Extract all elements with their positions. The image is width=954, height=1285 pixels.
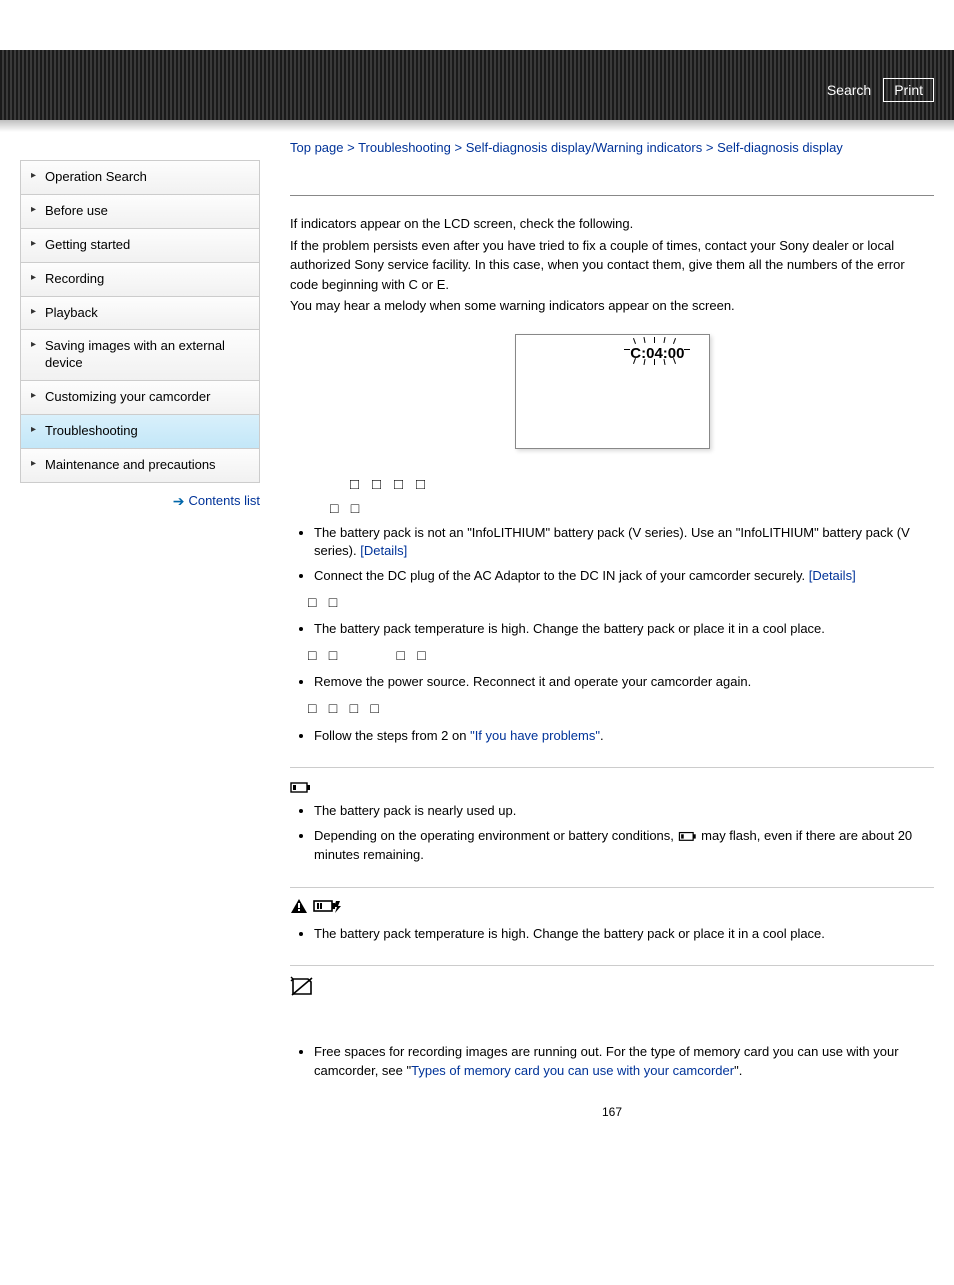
sidebar-item-before-use[interactable]: Before use <box>21 195 259 229</box>
section-rule <box>290 767 934 768</box>
memory-card-types-link[interactable]: Types of memory card you can use with yo… <box>411 1063 734 1078</box>
bullet-free-space-running-out: Free spaces for recording images are run… <box>314 1043 934 1081</box>
bullet-text: The battery pack temperature is high. Ch… <box>314 621 825 636</box>
bullet-infolithium: The battery pack is not an "InfoLITHIUM"… <box>314 524 934 562</box>
details-link[interactable]: [Details] <box>360 543 407 558</box>
sidebar-link[interactable]: Troubleshooting <box>21 415 259 448</box>
code-fragment: □ □ <box>396 649 427 665</box>
warn-temp-icon-heading <box>290 898 934 917</box>
bullet-text: Depending on the operating environment o… <box>314 828 678 843</box>
bullet-batt-nearly-used: The battery pack is nearly used up. <box>314 802 934 821</box>
code-head-line1: □ □ □ □ <box>290 477 934 494</box>
warning-triangle-icon <box>290 902 312 917</box>
breadcrumb-sep: > <box>706 140 717 155</box>
bullet-batt-temp-high-2: The battery pack temperature is high. Ch… <box>314 925 934 944</box>
code-sub-1: □ □ <box>290 502 934 518</box>
bullet-text: Remove the power source. Reconnect it an… <box>314 674 751 689</box>
lcd-diagram: C:04:00 <box>515 334 710 449</box>
if-you-have-problems-link[interactable]: "If you have problems" <box>470 728 600 743</box>
memory-card-icon-heading <box>290 976 934 999</box>
memory-card-warning-icon <box>290 984 314 999</box>
sidebar-link[interactable]: Before use <box>21 195 259 228</box>
main-content: Top page > Troubleshooting > Self-diagno… <box>290 140 934 1119</box>
intro-p1: If indicators appear on the LCD screen, … <box>290 214 934 234</box>
contents-list-wrap: ➔Contents list <box>20 493 260 510</box>
contents-list-link[interactable]: Contents list <box>188 493 260 508</box>
breadcrumb-self-diag[interactable]: Self-diagnosis display <box>717 140 843 155</box>
breadcrumb: Top page > Troubleshooting > Self-diagno… <box>290 140 934 155</box>
bullet-dc-plug: Connect the DC plug of the AC Adaptor to… <box>314 567 934 614</box>
battery-low-icon <box>678 830 698 842</box>
sidebar-item-getting-started[interactable]: Getting started <box>21 229 259 263</box>
battery-icon-heading <box>290 778 934 794</box>
sidebar-link[interactable]: Playback <box>21 297 259 330</box>
print-button[interactable]: Print <box>883 78 934 102</box>
battery-low-icon <box>290 780 312 794</box>
intro-p3: You may hear a melody when some warning … <box>290 296 934 316</box>
sidebar-nav: Operation Search Before use Getting star… <box>20 160 260 483</box>
section-c-codes: □ □ □ □ □ □ The battery pack is not an "… <box>290 477 934 746</box>
bullet-text: Follow the steps from 2 on <box>314 728 470 743</box>
sidebar-link[interactable]: Recording <box>21 263 259 296</box>
sidebar-item-operation-search[interactable]: Operation Search <box>21 161 259 195</box>
search-link[interactable]: Search <box>825 78 873 102</box>
bullet-follow-steps: Follow the steps from 2 on "If you have … <box>314 727 934 746</box>
intro-p2: If the problem persists even after you h… <box>290 236 934 295</box>
code-sub-2: □ □ <box>308 594 934 614</box>
page-number: 167 <box>290 1105 934 1119</box>
bullet-text: . <box>600 728 604 743</box>
bullet-batt-may-flash: Depending on the operating environment o… <box>314 827 934 865</box>
sidebar: Operation Search Before use Getting star… <box>20 160 260 510</box>
title-rule <box>290 195 934 196</box>
sidebar-item-troubleshooting[interactable]: Troubleshooting <box>21 415 259 449</box>
breadcrumb-top[interactable]: Top page <box>290 140 344 155</box>
breadcrumb-sep: > <box>454 140 465 155</box>
bullet-text: ". <box>734 1063 742 1078</box>
bullet-remove-power: Remove the power source. Reconnect it an… <box>314 673 934 720</box>
sidebar-item-recording[interactable]: Recording <box>21 263 259 297</box>
sidebar-item-maintenance[interactable]: Maintenance and precautions <box>21 449 259 483</box>
breadcrumb-troubleshooting[interactable]: Troubleshooting <box>358 140 451 155</box>
sidebar-item-playback[interactable]: Playback <box>21 297 259 331</box>
lcd-code: C:04:00 <box>630 345 684 362</box>
sidebar-link[interactable]: Saving images with an external device <box>21 330 259 380</box>
bullet-batt-temp-high: The battery pack temperature is high. Ch… <box>314 620 934 667</box>
code-sub-4: □ □ □ □ <box>308 700 934 720</box>
sidebar-item-customizing[interactable]: Customizing your camcorder <box>21 381 259 415</box>
bullet-text: Connect the DC plug of the AC Adaptor to… <box>314 568 809 583</box>
battery-temp-icon <box>313 902 341 917</box>
sidebar-item-saving-images[interactable]: Saving images with an external device <box>21 330 259 381</box>
sidebar-link[interactable]: Getting started <box>21 229 259 262</box>
sidebar-link[interactable]: Customizing your camcorder <box>21 381 259 414</box>
details-link[interactable]: [Details] <box>809 568 856 583</box>
top-banner: Search Print <box>0 50 954 120</box>
breadcrumb-self-diag-warn[interactable]: Self-diagnosis display/Warning indicator… <box>466 140 703 155</box>
sidebar-link[interactable]: Operation Search <box>21 161 259 194</box>
breadcrumb-sep: > <box>347 140 358 155</box>
intro-block: If indicators appear on the LCD screen, … <box>290 214 934 316</box>
arrow-right-icon: ➔ <box>173 493 185 509</box>
code-fragment: □ □ <box>308 649 339 665</box>
section-rule <box>290 965 934 966</box>
section-rule <box>290 887 934 888</box>
sidebar-link[interactable]: Maintenance and precautions <box>21 449 259 482</box>
code-sub-3: □ □ □ □ <box>308 647 934 667</box>
